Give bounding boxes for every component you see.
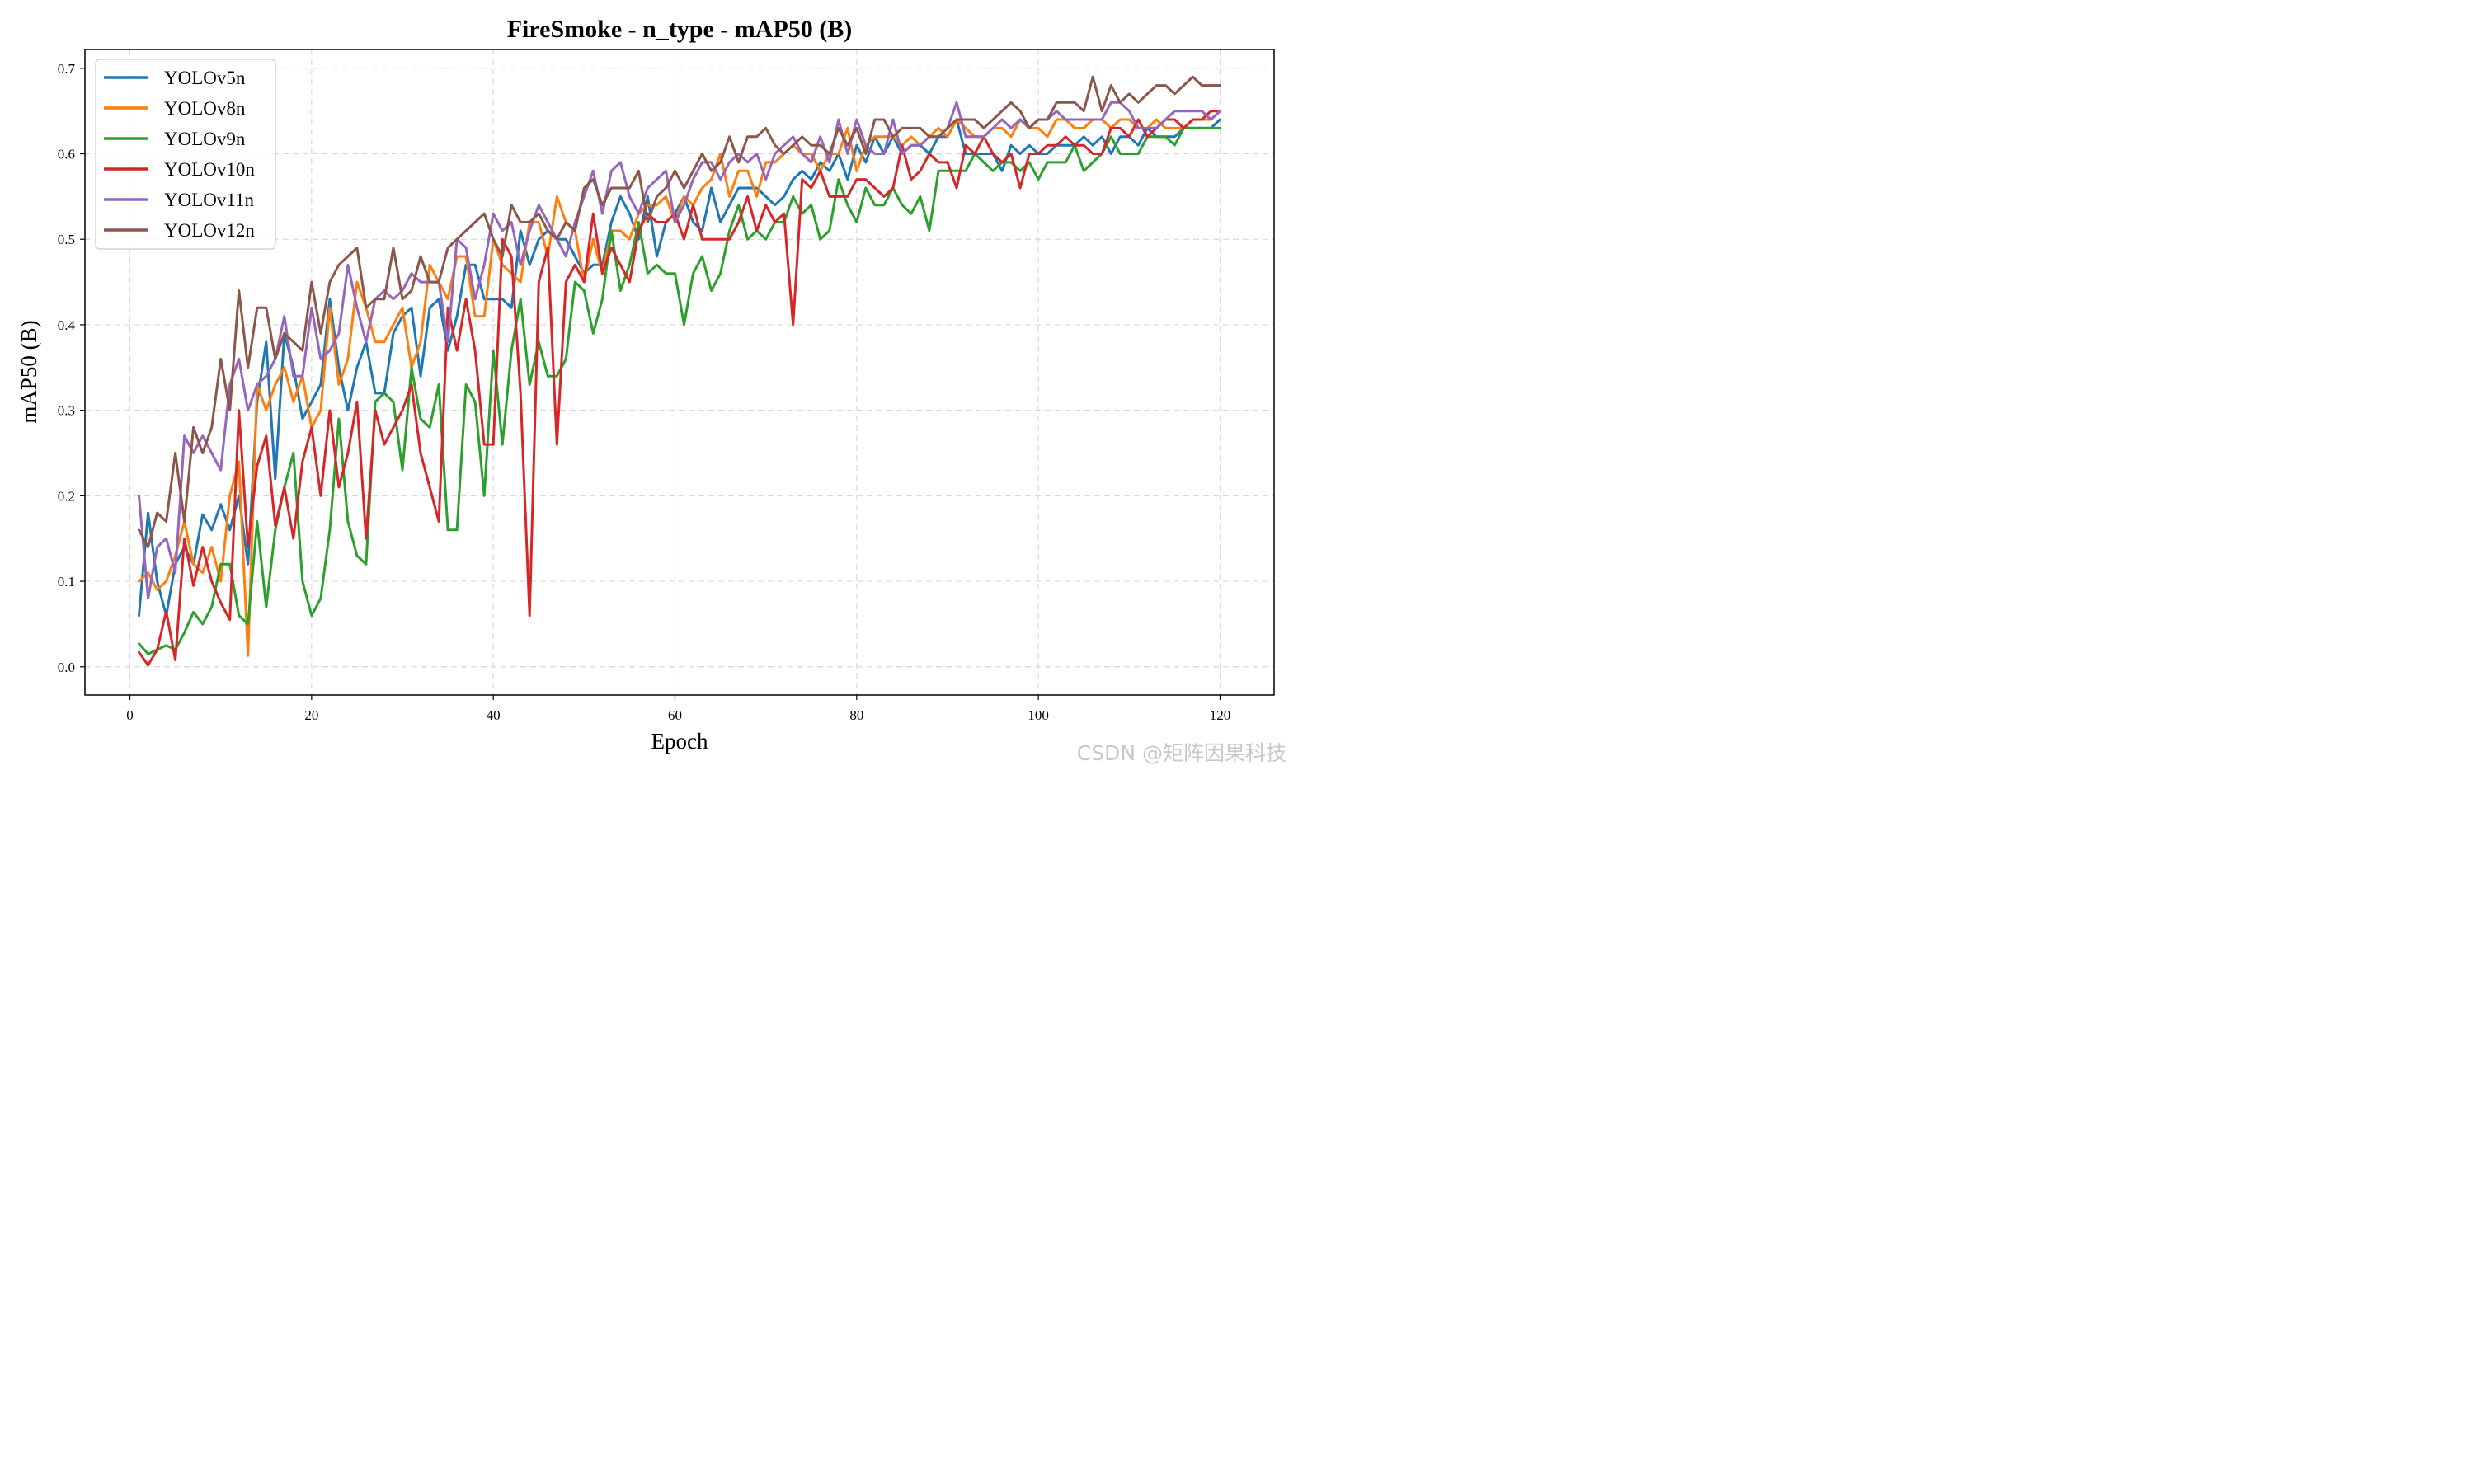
series-lines (138, 75, 1221, 667)
legend-label: YOLOv12n (164, 220, 255, 241)
legend-label: YOLOv10n (164, 159, 255, 180)
series-line-yolov9n (138, 126, 1221, 655)
x-tick-label: 100 (1028, 707, 1049, 723)
series-line-yolov8n (138, 110, 1221, 657)
y-tick-label: 0.6 (58, 147, 75, 162)
x-tick-label: 40 (487, 707, 501, 723)
x-axis-label: Epoch (651, 729, 708, 754)
y-tick-label: 0.1 (58, 574, 75, 589)
y-tick-label: 0.3 (58, 403, 75, 419)
grid (85, 49, 1274, 695)
legend-label: YOLOv8n (164, 98, 246, 119)
x-tick-label: 20 (304, 707, 318, 723)
series-line-yolov12n (138, 75, 1221, 549)
x-tick-label: 60 (668, 707, 682, 723)
legend-label: YOLOv5n (164, 68, 246, 88)
x-tick-label: 0 (126, 707, 134, 723)
legend-label: YOLOv11n (164, 190, 255, 210)
y-axis-label: mAP50 (B) (16, 320, 41, 423)
watermark: CSDN @矩阵因果科技 (1077, 741, 1286, 765)
x-tick-label: 80 (849, 707, 863, 723)
x-tick-label: 120 (1210, 707, 1231, 723)
y-tick-label: 0.4 (58, 317, 76, 333)
legend-label: YOLOv9n (164, 129, 246, 149)
y-tick-label: 0.5 (58, 232, 75, 247)
y-tick-label: 0.2 (58, 488, 75, 504)
axis-ticks: 0 20 40 60 80 100 120 0.0 0.1 0.2 0.3 0.4 0.5 0.6 0.7 (58, 61, 1230, 723)
line-chart: 0 20 40 60 80 100 1200.00.10.20.30.40.50.60.7 … (0, 0, 1293, 776)
y-tick-label: 0.7 (58, 61, 76, 77)
plot-frame (84, 49, 1275, 696)
series-line-yolov10n (138, 110, 1221, 667)
y-tick-label: 0.0 (58, 660, 75, 675)
chart-title: FireSmoke - n_type - mAP50 (B) (507, 16, 853, 43)
legend: YOLOv5n YOLOv8n YOLOv9n YOLOv10n YOLOv11n YOL… (95, 59, 276, 250)
